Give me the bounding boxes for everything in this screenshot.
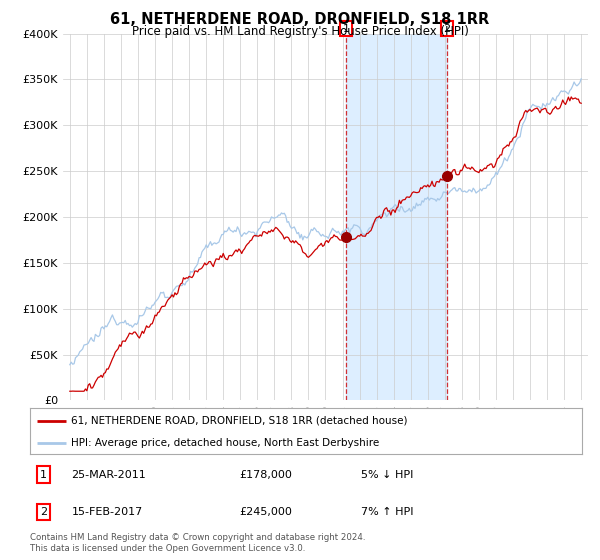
- Text: 1: 1: [343, 24, 350, 34]
- Text: 61, NETHERDENE ROAD, DRONFIELD, S18 1RR: 61, NETHERDENE ROAD, DRONFIELD, S18 1RR: [110, 12, 490, 27]
- Text: 25-MAR-2011: 25-MAR-2011: [71, 470, 146, 479]
- Text: 5% ↓ HPI: 5% ↓ HPI: [361, 470, 413, 479]
- Bar: [346, 34, 447, 400]
- Text: £245,000: £245,000: [240, 507, 293, 517]
- Text: 61, NETHERDENE ROAD, DRONFIELD, S18 1RR (detached house): 61, NETHERDENE ROAD, DRONFIELD, S18 1RR …: [71, 416, 408, 426]
- Text: 7% ↑ HPI: 7% ↑ HPI: [361, 507, 414, 517]
- Text: Price paid vs. HM Land Registry's House Price Index (HPI): Price paid vs. HM Land Registry's House …: [131, 25, 469, 38]
- Text: 2: 2: [443, 24, 451, 34]
- Text: HPI: Average price, detached house, North East Derbyshire: HPI: Average price, detached house, Nort…: [71, 438, 380, 449]
- Text: Contains HM Land Registry data © Crown copyright and database right 2024.
This d: Contains HM Land Registry data © Crown c…: [30, 533, 365, 553]
- Text: 1: 1: [40, 470, 47, 479]
- Text: 2: 2: [40, 507, 47, 517]
- Text: £178,000: £178,000: [240, 470, 293, 479]
- Text: 15-FEB-2017: 15-FEB-2017: [71, 507, 143, 517]
